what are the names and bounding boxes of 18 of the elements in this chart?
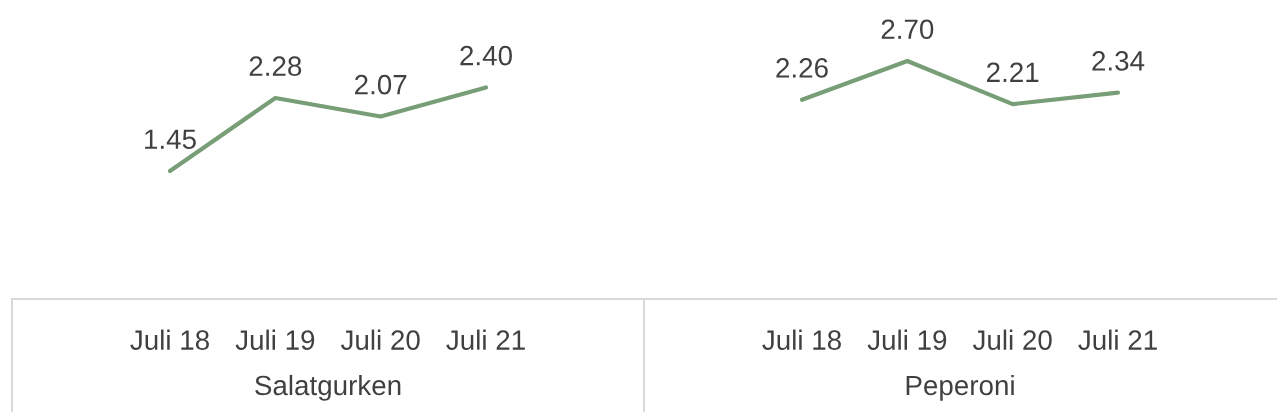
x-tick-label: Juli 19 bbox=[235, 329, 315, 350]
x-tick-label: Juli 19 bbox=[867, 329, 947, 350]
data-label: 2.07 bbox=[355, 74, 407, 95]
data-label: 2.26 bbox=[776, 58, 828, 78]
x-tick-label: Juli 21 bbox=[1078, 329, 1157, 350]
x-axis-title: Salatgurken bbox=[255, 374, 401, 401]
x-tick-label: Juli 18 bbox=[762, 329, 841, 350]
x-tick-label: Juli 18 bbox=[130, 329, 209, 350]
x-tick-label: Juli 21 bbox=[446, 329, 525, 350]
data-label: 2.70 bbox=[881, 19, 934, 40]
x-tick-label: Juli 20 bbox=[972, 329, 1052, 350]
x-axis-title: Peperoni bbox=[906, 374, 1014, 401]
data-label: 2.21 bbox=[987, 62, 1039, 82]
data-label: 2.34 bbox=[1092, 51, 1145, 71]
data-label: 2.40 bbox=[460, 45, 512, 66]
data-label: 2.28 bbox=[249, 56, 302, 77]
data-label: 1.45 bbox=[145, 129, 196, 150]
x-tick-label: Juli 20 bbox=[340, 329, 420, 350]
